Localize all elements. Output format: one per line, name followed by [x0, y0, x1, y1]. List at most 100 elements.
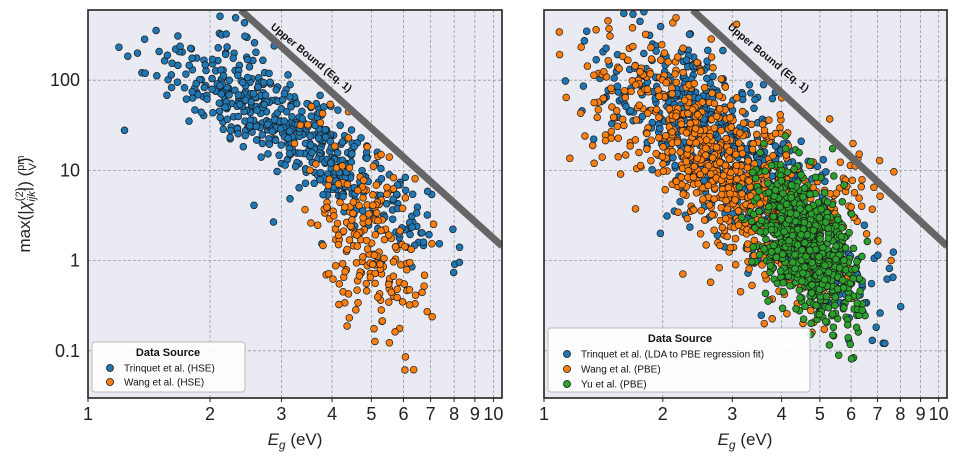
left-point-trinquet — [347, 126, 356, 134]
right-point-trinquet — [663, 212, 671, 220]
right-point-wang — [783, 309, 791, 318]
left-point-wang — [323, 203, 331, 212]
right-point-wang — [677, 120, 686, 128]
right-point-wang — [726, 243, 735, 252]
right-point-trinquet — [747, 89, 755, 97]
right-point-trinquet — [676, 197, 684, 206]
right-point-yu — [797, 231, 805, 239]
right-point-yu — [747, 217, 756, 226]
right-point-trinquet — [656, 124, 664, 133]
left-point-trinquet — [153, 72, 161, 80]
left-point-wang — [359, 214, 367, 222]
left-point-trinquet — [223, 43, 231, 51]
right-point-wang — [887, 256, 895, 265]
right-point-wang — [735, 139, 743, 147]
left-point-wang — [429, 220, 438, 229]
left-point-trinquet — [306, 141, 315, 149]
left-point-trinquet — [269, 218, 278, 226]
right-point-yu — [787, 193, 795, 202]
right-point-yu — [835, 264, 844, 272]
right-point-yu — [838, 198, 847, 206]
left-point-trinquet — [191, 106, 199, 114]
left-point-trinquet — [200, 83, 209, 92]
right-point-wang — [706, 278, 715, 287]
left-plot-frame — [87, 9, 503, 399]
right-point-trinquet — [589, 135, 598, 143]
right-point-trinquet — [860, 221, 869, 229]
right-point-wang — [691, 124, 700, 133]
left-point-trinquet — [455, 258, 464, 267]
left-point-trinquet — [182, 70, 190, 78]
left-panel: Upper Bound (Eq. 1) 1 2 3 4 5 6 7 8 9 10 0.111010… — [14, 9, 503, 452]
left-point-wang — [335, 300, 343, 309]
right-point-wang — [710, 99, 719, 108]
left-point-wang — [401, 353, 410, 361]
right-point-wang — [708, 89, 716, 97]
left-point-trinquet — [197, 108, 206, 117]
right-point-yu — [792, 305, 800, 313]
left-point-wang — [384, 280, 393, 289]
right-point-wang — [725, 155, 734, 163]
right-point-wang — [588, 141, 597, 150]
right-point-wang — [590, 71, 598, 79]
left-point-wang — [355, 201, 363, 210]
right-point-yu — [844, 333, 852, 342]
right-point-wang — [858, 175, 866, 184]
left-point-trinquet — [306, 132, 314, 140]
left-point-wang — [353, 231, 361, 239]
left-point-trinquet — [423, 187, 432, 196]
left-point-trinquet — [377, 174, 386, 183]
right-x-tick-label: 5 — [815, 404, 825, 424]
left-point-trinquet — [229, 54, 237, 62]
left-x-tick-label: 8 — [449, 404, 459, 424]
right-point-wang — [609, 113, 618, 122]
left-point-trinquet — [265, 140, 274, 148]
left-point-wang — [371, 279, 379, 288]
left-point-trinquet — [124, 52, 132, 60]
right-point-yu — [753, 194, 761, 202]
left-point-wang — [354, 299, 362, 307]
left-point-trinquet — [234, 112, 243, 121]
right-point-yu — [776, 203, 784, 211]
right-point-yu — [757, 216, 766, 225]
right-point-yu — [834, 351, 843, 359]
right-point-trinquet — [561, 77, 570, 85]
right-point-wang — [668, 90, 676, 98]
right-point-trinquet — [640, 10, 648, 16]
right-point-wang — [709, 63, 717, 72]
left-point-wang — [406, 258, 414, 267]
left-point-wang — [371, 337, 379, 346]
left-point-wang — [369, 162, 378, 171]
left-point-trinquet — [243, 55, 252, 64]
left-point-trinquet — [222, 30, 230, 38]
right-point-wang — [607, 84, 615, 93]
left-point-wang — [411, 291, 420, 299]
right-point-wang — [613, 122, 622, 131]
right-point-yu — [749, 243, 757, 251]
right-point-trinquet — [580, 37, 589, 45]
right-point-wang — [848, 176, 857, 185]
left-point-wang — [338, 162, 347, 170]
right-point-wang — [753, 130, 761, 139]
right-point-wang — [683, 214, 692, 223]
left-point-wang — [393, 285, 401, 293]
right-point-trinquet — [751, 95, 759, 104]
right-point-yu — [840, 181, 848, 189]
left-point-wang — [376, 260, 384, 269]
right-x-tick-label: 3 — [727, 404, 737, 424]
right-point-trinquet — [640, 49, 648, 58]
right-point-wang — [668, 147, 677, 156]
right-point-wang — [744, 157, 752, 165]
right-point-wang — [598, 153, 606, 161]
right-point-wang — [631, 136, 640, 144]
right-point-wang — [692, 138, 700, 147]
right-point-yu — [777, 177, 786, 185]
left-point-trinquet — [231, 14, 240, 22]
left-point-wang — [364, 218, 373, 226]
right-point-wang — [647, 136, 655, 144]
left-point-wang — [359, 176, 368, 185]
left-point-wang — [333, 219, 342, 228]
right-point-wang — [698, 98, 707, 106]
left-point-wang — [307, 102, 316, 111]
right-point-yu — [797, 171, 805, 179]
